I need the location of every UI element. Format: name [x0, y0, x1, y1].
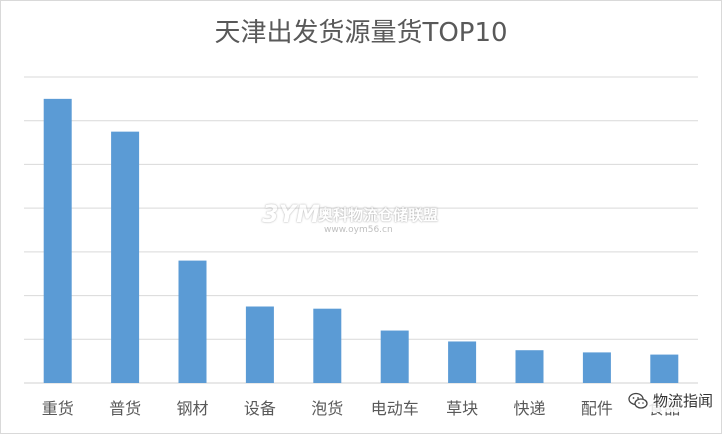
bar	[380, 330, 409, 383]
category-label: 配件	[581, 399, 613, 418]
brand-label: 物流指闻	[652, 392, 713, 410]
bar	[448, 341, 477, 383]
bar	[43, 98, 72, 383]
wechat-icon	[628, 392, 648, 409]
category-label: 泡货	[311, 399, 343, 418]
watermark-badge: 3YM	[262, 200, 320, 228]
category-label: 重货	[42, 399, 74, 418]
category-label: 钢材	[176, 399, 208, 418]
brand-badge: 物流指闻	[624, 389, 716, 412]
category-label: 快递	[513, 399, 545, 418]
bar	[582, 352, 611, 383]
bar	[650, 354, 679, 383]
category-label: 普货	[109, 399, 141, 418]
bar	[515, 350, 544, 383]
category-label: 设备	[244, 399, 276, 418]
bars	[43, 98, 679, 383]
bar	[111, 131, 140, 383]
category-label: 草块	[446, 399, 478, 418]
chart-title: 天津出发货源量货TOP10	[214, 18, 508, 48]
category-labels: 重货普货钢材设备泡货电动车草块快递配件食品	[42, 399, 681, 418]
watermark: 3YM 奥科物流仓储联盟 www.oym56.cn	[262, 196, 472, 244]
watermark-text: 奥科物流仓储联盟	[318, 206, 439, 224]
bar	[245, 306, 274, 383]
bar	[313, 308, 342, 383]
bar	[178, 260, 207, 383]
watermark-url: www.oym56.cn	[324, 225, 393, 235]
category-label: 电动车	[371, 399, 419, 418]
